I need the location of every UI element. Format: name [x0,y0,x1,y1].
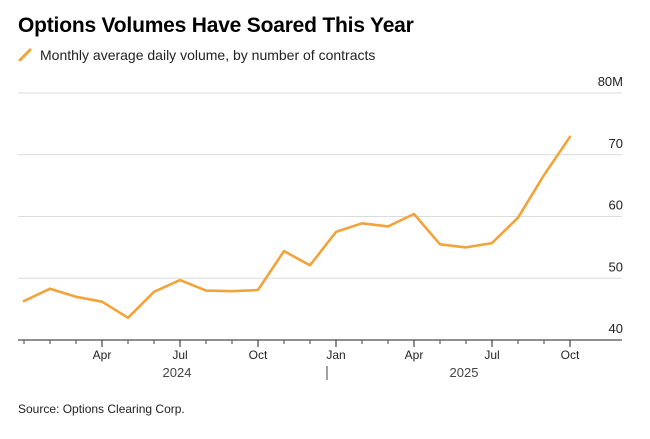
year-label-2024: 2024 [163,365,192,380]
data-point-2024-06 [152,290,156,294]
legend-label: Monthly average daily volume, by number … [40,47,376,63]
data-point-2025-03 [386,224,390,228]
y-tick-label-40: 40 [609,321,623,336]
x-tick-label-oct-2025: Oct [561,348,580,362]
legend: Monthly average daily volume, by number … [18,46,375,64]
data-point-2025-10 [568,135,572,139]
data-point-2024-12 [308,263,312,267]
x-tick-label-apr-2025: Apr [405,348,424,362]
year-label-2025: 2025 [450,365,479,380]
data-point-2025-02 [360,221,364,225]
data-point-2024-08 [204,289,208,293]
y-tick-label-80: 80M [598,74,623,89]
data-point-2025-06 [464,245,468,249]
data-point-2024-03 [74,295,78,299]
x-tick-label-jul-2025: Jul [484,348,499,362]
chart-title: Options Volumes Have Soared This Year [18,14,414,37]
data-point-2024-01 [22,299,26,303]
data-point-2025-08 [516,216,520,220]
series-line [22,135,572,320]
data-point-2025-07 [490,241,494,245]
x-tick-label-apr-2024: Apr [93,348,112,362]
source-note: Source: Options Clearing Corp. [18,402,185,416]
data-point-2024-09 [230,289,234,293]
data-point-2024-04 [100,300,104,304]
data-point-2025-01 [334,230,338,234]
data-point-2024-10 [256,288,260,292]
data-point-2025-04 [412,212,416,216]
legend-line-icon [18,48,32,62]
data-point-2024-07 [178,278,182,282]
x-tick-label-jul-2024: Jul [172,348,187,362]
data-point-2024-11 [282,249,286,253]
y-tick-label-60: 60 [609,198,623,213]
data-point-2025-09 [542,173,546,177]
data-point-2024-02 [48,287,52,291]
x-tick-label-oct-2024: Oct [249,348,268,362]
y-tick-label-70: 70 [609,136,623,151]
data-point-2024-05 [126,316,130,320]
x-tick-label-jan-2025: Jan [326,348,345,362]
y-tick-label-50: 50 [609,259,623,274]
data-point-2025-05 [438,242,442,246]
